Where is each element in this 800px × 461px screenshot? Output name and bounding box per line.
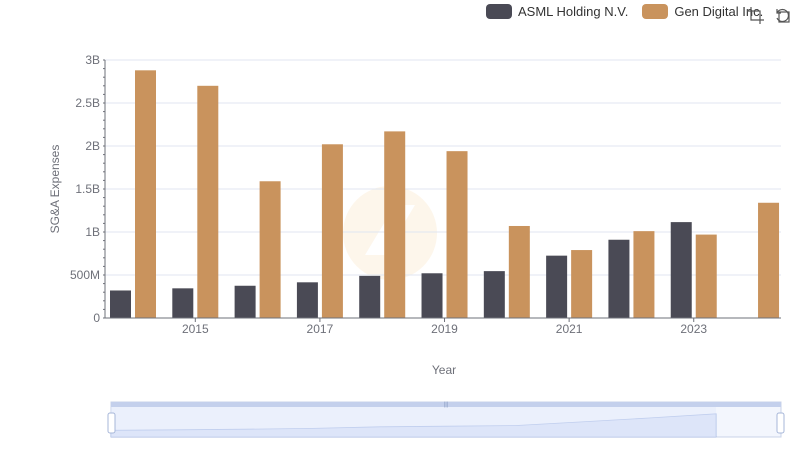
x-axis: 2015 2017 2019 2021 2023 bbox=[105, 317, 781, 336]
y-axis-title: SG&A Expenses bbox=[48, 145, 62, 234]
bar-gen-digital-2021[interactable] bbox=[571, 250, 593, 318]
y-tick-label: 2.5B bbox=[75, 96, 100, 110]
y-tick-label: 3B bbox=[85, 53, 100, 67]
bar-gen-digital-2023[interactable] bbox=[695, 234, 717, 318]
y-tick-label: 0 bbox=[93, 311, 100, 325]
legend-item-asml[interactable]: ASML Holding N.V. bbox=[486, 4, 628, 19]
bar-asml-2015[interactable] bbox=[172, 288, 194, 318]
y-tick-label: 500M bbox=[70, 268, 100, 282]
y-tick-label: 1.5B bbox=[75, 182, 100, 196]
y-tick-label: 1B bbox=[85, 225, 100, 239]
bar-gen-digital-2015[interactable] bbox=[197, 85, 219, 318]
bar-gen-digital-2020[interactable] bbox=[508, 225, 530, 318]
legend: ASML Holding N.V. Gen Digital Inc. bbox=[486, 4, 777, 19]
x-tick-label: 2021 bbox=[556, 322, 583, 336]
bar-gen-digital-2017[interactable] bbox=[321, 144, 343, 318]
x-axis-title: Year bbox=[432, 363, 456, 377]
slider-selection[interactable] bbox=[111, 407, 716, 437]
bar-asml-2023[interactable] bbox=[670, 222, 692, 318]
bar-asml-2017[interactable] bbox=[296, 282, 318, 318]
bar-asml-2018[interactable] bbox=[359, 275, 381, 318]
bar-gen-digital-2018[interactable] bbox=[384, 131, 406, 318]
legend-item-gen-digital[interactable]: Gen Digital Inc. bbox=[642, 4, 763, 19]
y-axis: 0 500M 1B 1.5B 2B 2.5B 3B bbox=[70, 53, 106, 325]
bar-asml-2022[interactable] bbox=[608, 239, 630, 318]
legend-label-gen-digital: Gen Digital Inc. bbox=[674, 4, 764, 19]
bar-asml-2019[interactable] bbox=[421, 273, 443, 318]
bars bbox=[110, 70, 780, 318]
legend-swatch-asml bbox=[486, 4, 512, 19]
bar-asml-2021[interactable] bbox=[546, 255, 568, 318]
x-tick-label: 2015 bbox=[182, 322, 209, 336]
slider-grip-icon[interactable]: ||| bbox=[444, 402, 449, 408]
bar-asml-2016[interactable] bbox=[234, 285, 256, 318]
bar-gen-digital-2016[interactable] bbox=[259, 181, 281, 318]
x-tick-label: 2017 bbox=[307, 322, 334, 336]
data-zoom-slider[interactable]: ||| bbox=[107, 401, 785, 438]
bar-gen-digital-2019[interactable] bbox=[446, 151, 468, 318]
bar-asml-2014[interactable] bbox=[110, 290, 131, 318]
bar-gen-digital-2014[interactable] bbox=[135, 70, 156, 318]
slider-handle-left[interactable] bbox=[107, 412, 116, 434]
x-tick-label: 2023 bbox=[680, 322, 707, 336]
y-tick-label: 2B bbox=[85, 139, 100, 153]
bar-gen-digital-2022[interactable] bbox=[633, 231, 655, 318]
legend-swatch-gen-digital bbox=[642, 4, 669, 19]
restore-icon[interactable] bbox=[774, 7, 791, 24]
slider-top-bar[interactable] bbox=[111, 402, 781, 407]
bar-gen-digital-2024[interactable] bbox=[758, 202, 780, 318]
bar-asml-2020[interactable] bbox=[483, 271, 505, 318]
legend-label-asml: ASML Holding N.V. bbox=[518, 4, 629, 19]
data-zoom-icon[interactable] bbox=[747, 7, 764, 24]
x-tick-label: 2019 bbox=[431, 322, 458, 336]
slider-handle-right[interactable] bbox=[776, 412, 785, 434]
toolbox bbox=[747, 7, 800, 24]
